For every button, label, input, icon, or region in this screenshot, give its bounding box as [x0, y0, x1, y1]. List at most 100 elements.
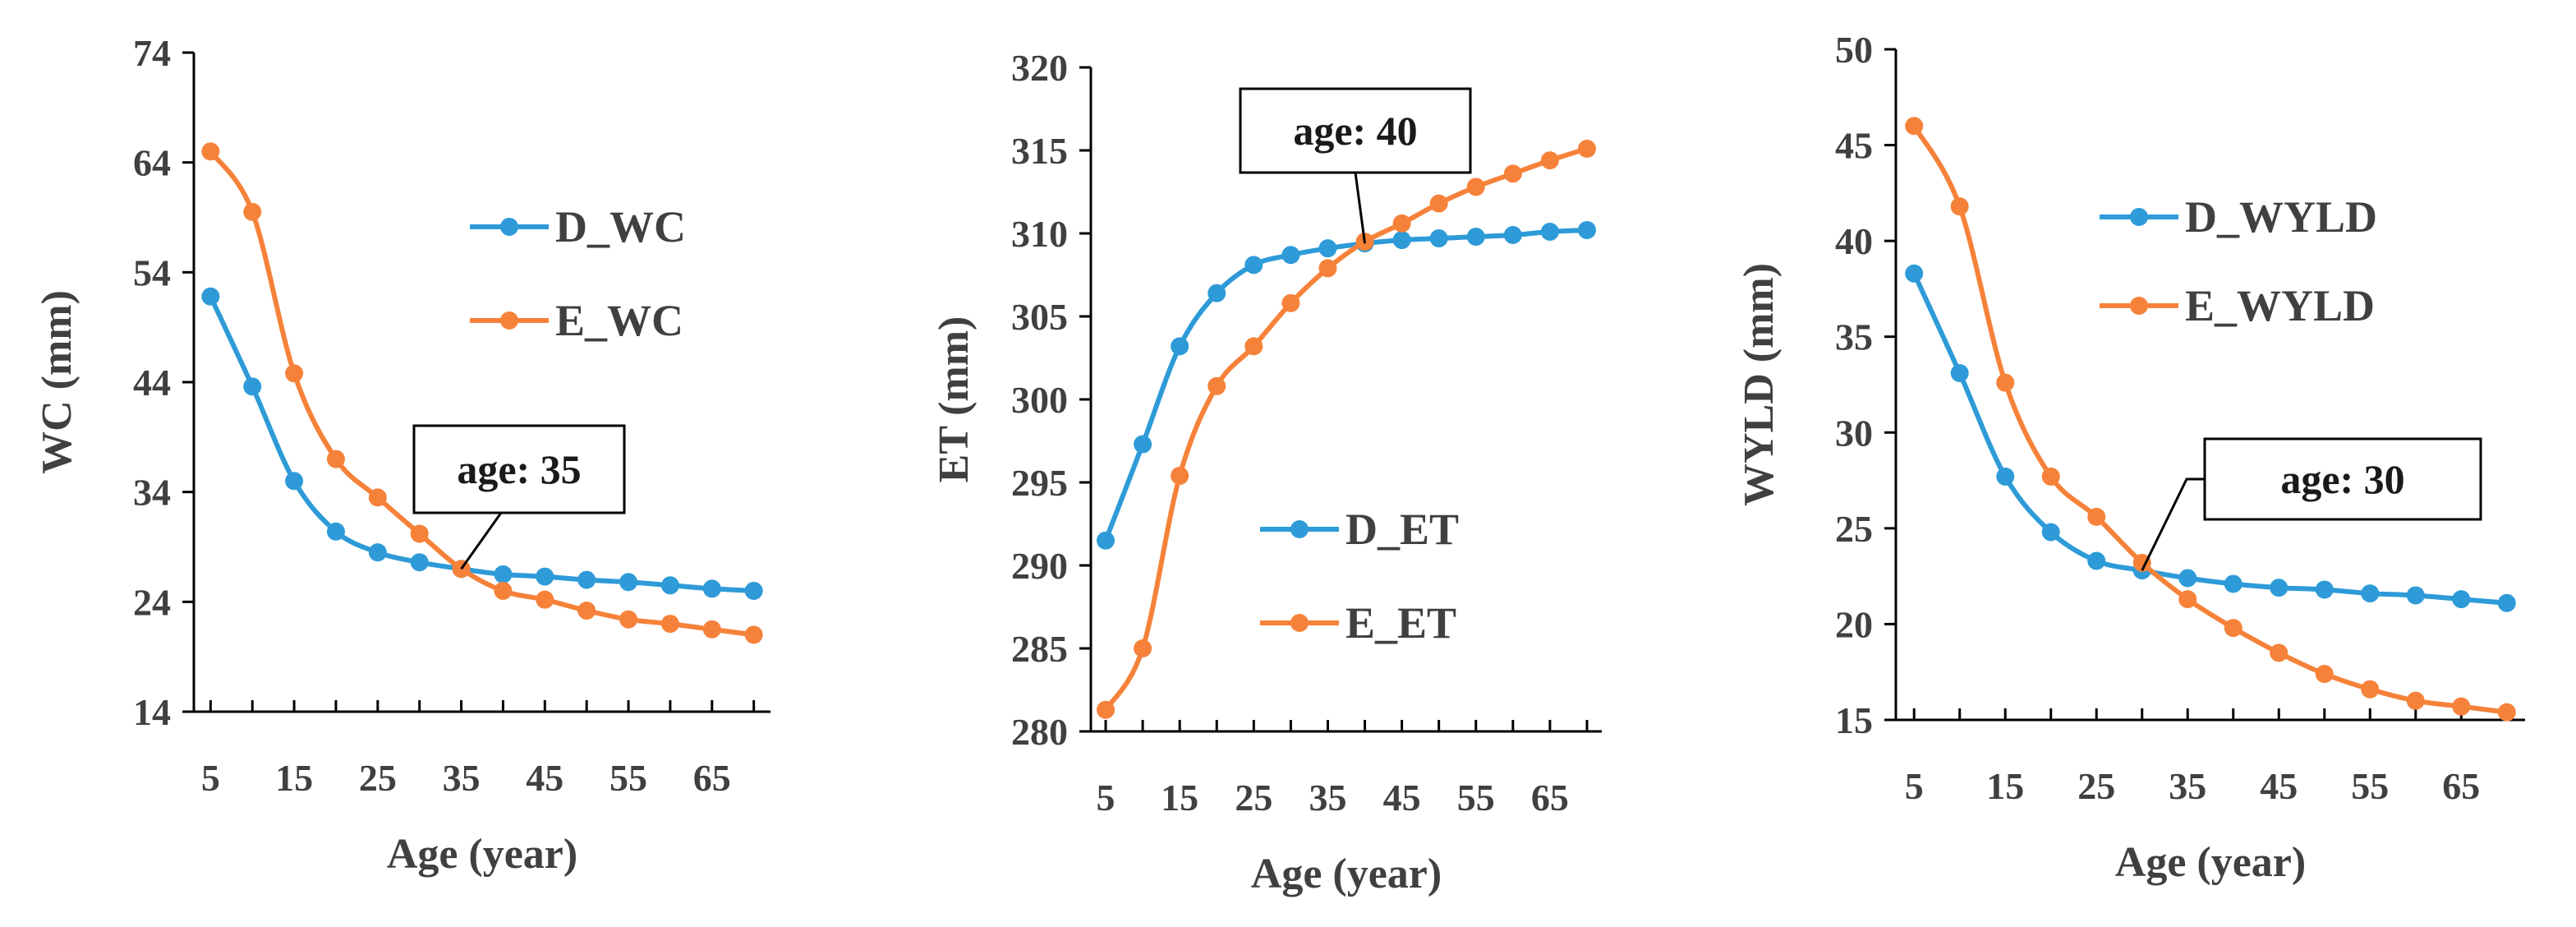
data-point-e_wyld	[2041, 467, 2060, 486]
data-point-e_wc	[201, 142, 220, 161]
legend-label-d_wc: D_WC	[555, 202, 686, 251]
y-tick-label: 50	[1835, 29, 1873, 71]
y-tick-label: 295	[1011, 462, 1068, 504]
x-tick-label: 5	[1097, 777, 1116, 819]
chart-et: 280 285 290 295 300 305 310 315 320 5 15 25 35 45 55 65…	[931, 47, 1602, 897]
y-tick-label: 34	[133, 472, 171, 514]
y-tick-label: 14	[133, 691, 171, 733]
chart-wc: 14 24 34 44 54 64 74 5 15 25 35 45 55 65 Age (year) WC …	[34, 32, 770, 878]
chart-wyld: 15 20 25 30 35 40 45 50 5 15 25 35 45 55 65 Age (year) W…	[1736, 29, 2525, 886]
data-point-d_wyld	[2406, 586, 2425, 605]
y-tick-label: 320	[1011, 47, 1068, 89]
y-tick-label: 20	[1835, 603, 1873, 645]
y-tick-label: 25	[1835, 508, 1873, 550]
data-point-e_wyld	[2315, 665, 2334, 684]
data-point-e_et	[1134, 639, 1152, 657]
x-tick-label: 15	[1986, 765, 2024, 807]
data-point-e_et	[1503, 164, 1522, 183]
data-point-d_wc	[368, 543, 387, 562]
legend-marker	[1290, 520, 1309, 538]
callout-label: age: 30	[2280, 456, 2404, 502]
data-point-d_et	[1208, 284, 1226, 302]
data-point-e_wyld	[2497, 703, 2516, 722]
callout-box	[1239, 87, 1472, 174]
data-point-d_et	[1540, 222, 1559, 241]
data-point-e_wyld	[1996, 373, 2015, 392]
data-point-e_wyld	[2132, 553, 2151, 572]
callout-label: age: 35	[457, 446, 581, 492]
data-point-d_wyld	[2224, 574, 2242, 593]
legend-marker	[1290, 614, 1309, 632]
y-tick-label: 54	[133, 251, 171, 293]
data-point-e_wyld	[2452, 697, 2471, 716]
x-tick-label: 45	[526, 757, 564, 799]
data-point-d_et	[1097, 531, 1116, 550]
x-tick-label: 65	[2442, 765, 2480, 807]
data-point-d_wc	[660, 576, 679, 595]
x-tick-label: 55	[610, 757, 647, 799]
data-point-e_et	[1171, 466, 1189, 485]
y-tick-label: 35	[1835, 316, 1873, 358]
data-point-d_wc	[577, 570, 596, 589]
data-point-d_et	[1429, 229, 1448, 248]
data-point-d_et	[1318, 239, 1337, 258]
x-axis-title: Age (year)	[1251, 851, 1442, 897]
y-axis-title: WC (mm)	[34, 290, 80, 474]
data-point-d_wc	[201, 287, 220, 306]
x-tick-label: 25	[2077, 765, 2115, 807]
data-point-e_wc	[702, 620, 721, 639]
data-point-e_wyld	[2406, 691, 2425, 710]
data-point-d_et	[1503, 226, 1522, 245]
y-tick-label: 64	[133, 142, 171, 184]
data-point-e_et	[1466, 178, 1485, 196]
data-point-e_wc	[744, 625, 763, 644]
data-point-e_wc	[326, 450, 345, 468]
data-point-e_wyld	[2087, 507, 2106, 526]
y-tick-label: 315	[1011, 130, 1068, 172]
data-point-e_et	[1208, 376, 1226, 395]
data-point-e_wc	[660, 615, 679, 634]
data-point-d_wc	[410, 553, 429, 572]
data-point-e_wc	[243, 202, 262, 221]
x-tick-label: 55	[2351, 765, 2389, 807]
data-point-d_wc	[619, 573, 638, 592]
legend-label-d_et: D_ET	[1346, 505, 1459, 554]
data-point-e_wyld	[2361, 680, 2380, 699]
data-point-e_wc	[536, 590, 554, 609]
data-point-d_et	[1244, 256, 1263, 274]
legend-label-e_wyld: E_WYLD	[2185, 281, 2375, 330]
legend-marker	[2130, 208, 2148, 226]
data-point-e_wc	[285, 364, 304, 383]
x-tick-label: 45	[2260, 765, 2298, 807]
data-point-d_wyld	[2178, 569, 2197, 588]
x-tick-label: 55	[1457, 777, 1495, 819]
series-line-d_et	[1103, 228, 1588, 542]
data-point-d_wyld	[2361, 584, 2380, 603]
data-point-d_wyld	[2315, 580, 2334, 599]
y-tick-label: 30	[1835, 412, 1873, 454]
data-point-e_wc	[494, 581, 513, 600]
data-point-d_wyld	[2041, 523, 2060, 542]
data-point-e_wyld	[2270, 643, 2288, 662]
callout-leader-line	[460, 512, 503, 570]
y-tick-label: 74	[133, 32, 171, 74]
data-point-d_wc	[536, 567, 554, 586]
data-point-e_et	[1540, 151, 1559, 170]
data-point-d_wc	[285, 472, 304, 491]
data-point-e_wyld	[2178, 590, 2197, 609]
data-point-e_wyld	[1950, 197, 1969, 216]
data-point-d_et	[1392, 231, 1411, 250]
y-tick-label: 45	[1835, 125, 1873, 167]
legend-label-d_wyld: D_WYLD	[2185, 192, 2377, 242]
y-tick-label: 310	[1011, 213, 1068, 255]
data-point-e_wyld	[2224, 619, 2242, 638]
y-tick-label: 280	[1011, 711, 1068, 753]
callout-leader-line	[2141, 477, 2205, 571]
y-tick-label: 285	[1011, 628, 1068, 670]
data-point-e_wyld	[1905, 117, 1924, 136]
data-point-d_wyld	[2087, 551, 2106, 570]
data-point-e_et	[1244, 337, 1263, 356]
data-point-d_et	[1171, 337, 1189, 356]
x-tick-label: 45	[1383, 777, 1421, 819]
